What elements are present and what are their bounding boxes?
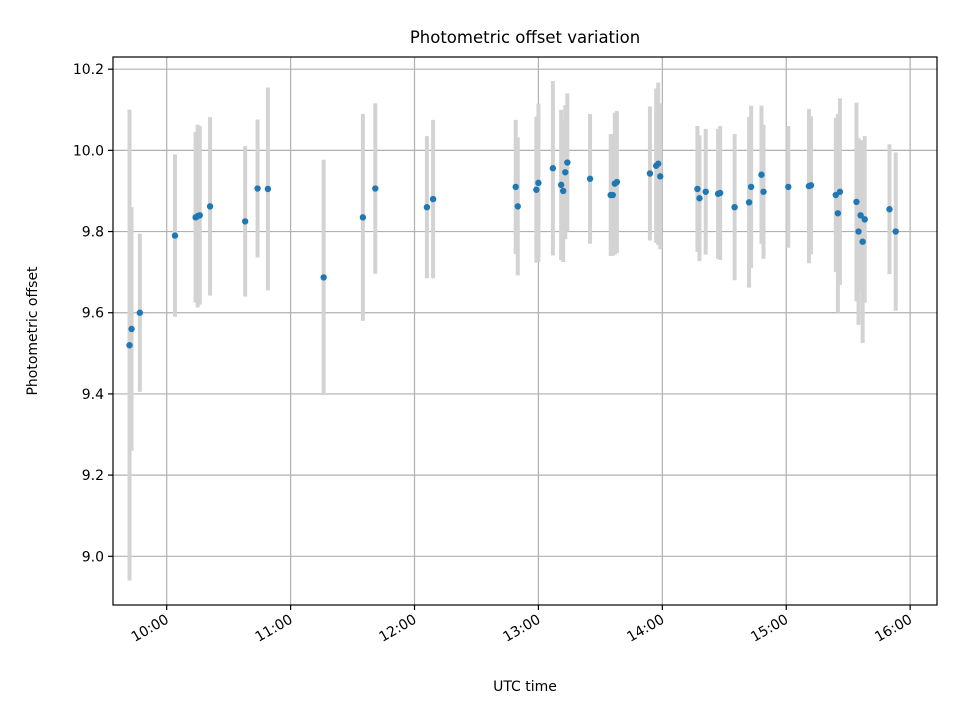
- data-point: [136, 309, 144, 316]
- data-point: [535, 179, 542, 187]
- data-point: [834, 210, 842, 217]
- data-point: [747, 183, 755, 191]
- data-point: [514, 203, 521, 210]
- data-point: [562, 169, 569, 176]
- data-point: [716, 189, 724, 197]
- data-point: [557, 181, 565, 189]
- data-point: [264, 185, 272, 193]
- data-point: [512, 183, 519, 191]
- data-point: [758, 171, 765, 178]
- data-point: [206, 203, 214, 210]
- data-point: [609, 191, 616, 199]
- y-axis-label: Photometric offset: [25, 266, 41, 396]
- data-point: [128, 325, 135, 333]
- data-point: [696, 195, 703, 202]
- data-point: [702, 188, 709, 195]
- data-point: [564, 159, 571, 166]
- data-point: [241, 218, 249, 225]
- data-point: [423, 203, 431, 211]
- y-tick-label: 9.6: [82, 306, 104, 322]
- grid: [113, 57, 937, 605]
- data-point: [857, 212, 864, 219]
- chart-title: Photometric offset variation: [410, 28, 640, 47]
- data-point: [646, 170, 654, 177]
- data-point: [254, 185, 261, 192]
- data-point: [549, 165, 557, 172]
- y-tick-label: 9.0: [82, 549, 104, 565]
- data-point: [533, 186, 540, 193]
- data-point: [745, 199, 753, 206]
- plot-frame: [112, 56, 938, 606]
- x-axis-label: UTC time: [493, 679, 557, 695]
- data-point: [853, 198, 860, 206]
- y-tick-label: 9.8: [82, 225, 104, 241]
- data-point: [372, 185, 379, 192]
- data-point: [731, 203, 738, 211]
- data-point: [613, 178, 621, 186]
- data-points: [126, 159, 899, 349]
- data-point: [655, 160, 662, 167]
- data-point: [126, 342, 133, 349]
- data-point: [359, 214, 367, 221]
- data-point: [785, 183, 792, 191]
- y-tick-label: 10.0: [73, 143, 104, 159]
- data-point: [861, 216, 868, 223]
- data-point: [429, 195, 437, 203]
- data-point: [892, 228, 899, 235]
- data-point: [657, 173, 664, 180]
- data-point: [196, 212, 203, 219]
- data-point: [836, 188, 844, 195]
- y-tick-label: 9.4: [82, 387, 104, 403]
- y-tick-label: 10.2: [73, 62, 104, 78]
- data-point: [320, 274, 327, 281]
- y-tick-label: 9.2: [82, 468, 104, 484]
- data-point: [807, 182, 815, 189]
- data-point: [760, 188, 767, 195]
- data-point: [560, 187, 567, 195]
- data-point: [859, 238, 866, 245]
- data-point: [694, 185, 701, 193]
- data-point: [855, 228, 862, 235]
- data-point: [586, 175, 594, 182]
- data-point: [886, 206, 893, 213]
- y-axis-ticks: 9.0 9.2 9.4 9.6 9.8 10.0 10.2: [73, 62, 113, 565]
- data-point: [171, 232, 179, 239]
